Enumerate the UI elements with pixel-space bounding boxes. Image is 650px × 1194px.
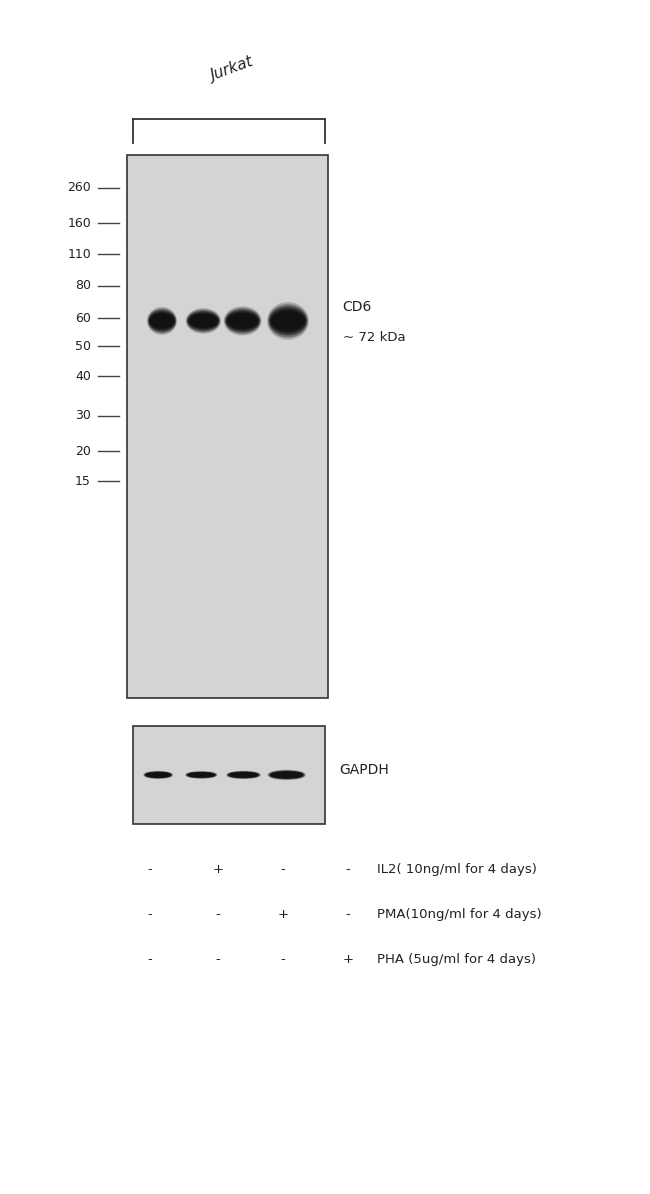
Text: 60: 60 (75, 312, 91, 325)
Text: -: - (147, 954, 152, 966)
Ellipse shape (187, 309, 220, 333)
Ellipse shape (188, 313, 218, 330)
Ellipse shape (231, 774, 257, 776)
Ellipse shape (147, 774, 169, 776)
Ellipse shape (188, 773, 214, 777)
Text: -: - (280, 954, 285, 966)
Ellipse shape (272, 313, 304, 330)
Text: 50: 50 (75, 340, 91, 353)
Text: 260: 260 (67, 181, 91, 195)
Ellipse shape (151, 315, 173, 327)
Ellipse shape (268, 304, 307, 337)
Text: Jurkat: Jurkat (209, 54, 256, 84)
Text: -: - (345, 909, 350, 921)
Ellipse shape (186, 771, 217, 778)
Ellipse shape (227, 771, 259, 778)
Ellipse shape (229, 773, 258, 777)
Text: -: - (345, 863, 350, 875)
Ellipse shape (227, 312, 259, 331)
Ellipse shape (270, 309, 306, 333)
Ellipse shape (270, 771, 304, 778)
Ellipse shape (188, 773, 215, 777)
Text: -: - (280, 863, 285, 875)
Text: PMA(10ng/ml for 4 days): PMA(10ng/ml for 4 days) (377, 909, 541, 921)
Ellipse shape (149, 310, 175, 332)
Ellipse shape (188, 312, 219, 331)
Ellipse shape (269, 771, 304, 778)
Ellipse shape (268, 302, 308, 339)
Ellipse shape (187, 773, 216, 777)
Ellipse shape (144, 771, 172, 778)
Ellipse shape (224, 307, 261, 336)
Ellipse shape (189, 314, 217, 327)
Ellipse shape (270, 307, 306, 336)
Text: 30: 30 (75, 410, 91, 423)
Ellipse shape (272, 773, 301, 777)
Ellipse shape (228, 773, 259, 777)
Ellipse shape (146, 773, 170, 777)
Ellipse shape (148, 308, 176, 334)
Text: 110: 110 (67, 247, 91, 260)
Text: +: + (213, 863, 223, 875)
Ellipse shape (226, 310, 259, 332)
Text: -: - (215, 909, 220, 921)
Text: 20: 20 (75, 445, 91, 457)
FancyBboxPatch shape (133, 726, 325, 824)
Ellipse shape (227, 771, 261, 778)
Ellipse shape (225, 308, 260, 333)
Text: -: - (147, 909, 152, 921)
Ellipse shape (187, 773, 215, 777)
Ellipse shape (272, 773, 302, 777)
Ellipse shape (150, 312, 174, 330)
Text: ~ 72 kDa: ~ 72 kDa (343, 331, 405, 344)
Text: -: - (147, 863, 152, 875)
Text: +: + (278, 909, 288, 921)
Ellipse shape (268, 770, 306, 780)
Ellipse shape (190, 315, 216, 326)
Text: 80: 80 (75, 279, 91, 293)
Ellipse shape (229, 315, 257, 327)
Ellipse shape (145, 773, 171, 777)
Ellipse shape (146, 773, 170, 777)
Ellipse shape (227, 313, 257, 328)
Ellipse shape (230, 773, 257, 777)
Ellipse shape (189, 774, 213, 776)
FancyBboxPatch shape (127, 155, 328, 698)
Text: 15: 15 (75, 475, 91, 487)
Text: GAPDH: GAPDH (339, 763, 389, 777)
Text: -: - (215, 954, 220, 966)
Text: 40: 40 (75, 370, 91, 383)
Text: PHA (5ug/ml for 4 days): PHA (5ug/ml for 4 days) (377, 954, 536, 966)
Ellipse shape (148, 309, 176, 333)
Ellipse shape (270, 771, 303, 778)
Ellipse shape (187, 310, 220, 332)
Ellipse shape (150, 314, 174, 328)
Text: CD6: CD6 (343, 300, 372, 314)
Text: IL2( 10ng/ml for 4 days): IL2( 10ng/ml for 4 days) (377, 863, 537, 875)
Ellipse shape (272, 310, 304, 331)
Ellipse shape (144, 771, 172, 778)
Text: 160: 160 (67, 216, 91, 229)
Text: +: + (343, 954, 353, 966)
